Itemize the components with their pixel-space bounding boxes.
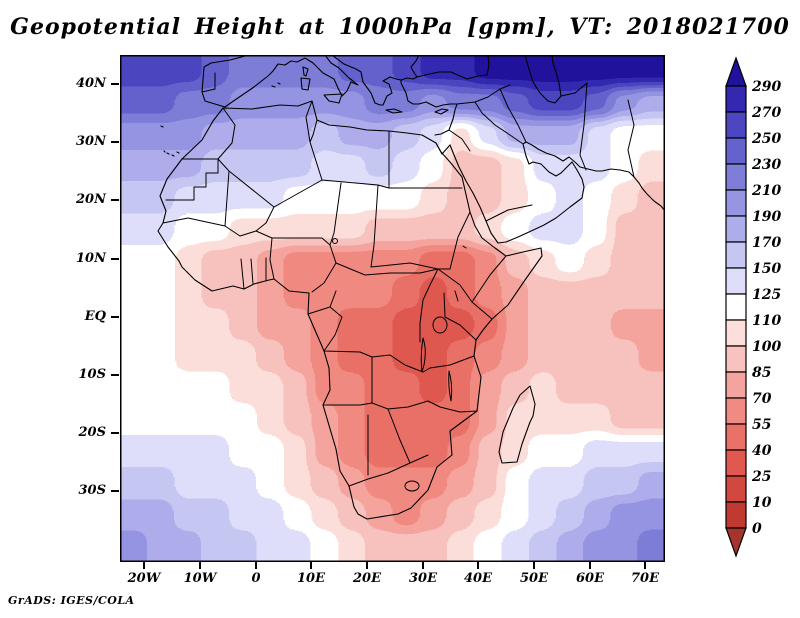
- lon-tick-label: 70E: [631, 571, 659, 586]
- lon-tick-label: 40E: [464, 571, 492, 586]
- lat-tick-label: 40N: [76, 76, 106, 91]
- colorbar-segment: [725, 501, 747, 529]
- lon-tick-label: 60E: [576, 571, 604, 586]
- lat-tick: [111, 83, 119, 85]
- lat-tick-label: 30N: [76, 134, 106, 149]
- mediterranean-islands: [300, 66, 449, 115]
- lon-tick: [366, 562, 368, 569]
- colorbar-segment: [725, 423, 747, 451]
- lat-tick-label: 10N: [76, 251, 106, 266]
- atlantic-islands: [160, 82, 281, 157]
- colorbar-label: 100: [752, 339, 781, 355]
- colorbar-label: 70: [752, 391, 772, 407]
- colorbar-segment: [725, 137, 747, 165]
- map-area: [120, 55, 665, 562]
- colorbar-segment: [725, 345, 747, 373]
- colorbar-label: 0: [752, 521, 762, 537]
- lon-tick: [589, 562, 591, 569]
- lat-tick-label: 30S: [78, 483, 106, 498]
- lat-tick: [111, 199, 119, 201]
- lat-tick: [111, 141, 119, 143]
- colorbar-segment: [725, 449, 747, 477]
- colorbar-label: 190: [752, 209, 781, 225]
- africa-country-borders: [162, 100, 507, 487]
- colorbar-label: 290: [751, 79, 781, 95]
- sinai-coastline: [435, 142, 451, 155]
- colorbar-bottom-arrow: [725, 527, 747, 558]
- lon-tick-label: 20W: [127, 571, 161, 586]
- africa-coastline: [157, 100, 543, 520]
- colorbar-segment: [725, 397, 747, 425]
- lat-tick-label: EQ: [84, 309, 106, 324]
- colorbar-label: 150: [752, 261, 781, 277]
- colorbar-label: 25: [751, 469, 771, 485]
- lat-tick-label: 10S: [78, 367, 106, 382]
- colorbar-segment: [725, 215, 747, 243]
- colorbar-segment: [725, 267, 747, 295]
- colorbar-label: 110: [752, 313, 781, 329]
- colorbar-label: 85: [752, 365, 771, 381]
- lon-tick: [255, 562, 257, 569]
- colorbar-top-arrow: [725, 56, 747, 87]
- african-lakes: [420, 245, 467, 402]
- colorbar-segment: [725, 293, 747, 321]
- colorbar-label: 40: [752, 443, 772, 459]
- lon-tick: [533, 562, 535, 569]
- lesotho-border: [404, 480, 420, 492]
- colorbar-segment: [725, 111, 747, 139]
- colorbar-label: 210: [751, 183, 781, 199]
- madagascar-coastline: [498, 385, 536, 464]
- europe-coastline: [201, 55, 359, 108]
- coastline-layer: [157, 55, 665, 520]
- lon-tick: [143, 562, 145, 569]
- lon-tick-label: 10E: [297, 571, 325, 586]
- colorbar-label: 230: [751, 157, 781, 173]
- colorbar-segment: [725, 163, 747, 191]
- lat-tick: [111, 374, 119, 376]
- contour-map-canvas: [120, 55, 665, 562]
- lon-tick: [644, 562, 646, 569]
- colorbar-label: 270: [751, 105, 781, 121]
- lat-tick: [111, 490, 119, 492]
- lon-tick: [310, 562, 312, 569]
- lon-tick-label: 0: [251, 571, 261, 586]
- lat-tick-label: 20S: [78, 425, 106, 440]
- caspian-sea-coastline: [524, 55, 562, 104]
- arabia-persia-india-coastline: [449, 141, 665, 244]
- colorbar-label: 170: [752, 235, 781, 251]
- lat-tick: [111, 432, 119, 434]
- colorbar-segment: [725, 241, 747, 269]
- lon-tick-label: 10W: [183, 571, 217, 586]
- lon-tick-label: 50E: [520, 571, 548, 586]
- colorbar-segment: [725, 475, 747, 503]
- colorbar-segment: [725, 189, 747, 217]
- map-frame: [120, 55, 665, 562]
- colorbar-label: 250: [751, 131, 781, 147]
- lon-tick: [422, 562, 424, 569]
- lon-tick-label: 30E: [409, 571, 437, 586]
- lat-tick: [111, 258, 119, 260]
- colorbar-label: 10: [752, 495, 772, 511]
- lake-victoria: [432, 316, 448, 334]
- colorbar-segment: [725, 371, 747, 399]
- plot-title: Geopotential Height at 1000hPa [gpm], VT…: [10, 14, 790, 40]
- country-border-layer: [162, 72, 635, 492]
- lake-chad: [332, 238, 338, 244]
- lon-tick-label: 20E: [353, 571, 381, 586]
- colorbar-label: 55: [752, 417, 771, 433]
- lon-tick: [477, 562, 479, 569]
- colorbar: 2902702502302101901701501251101008570554…: [725, 56, 781, 558]
- lat-tick-label: 20N: [76, 192, 106, 207]
- lon-tick: [199, 562, 201, 569]
- middleeast-country-borders: [201, 72, 635, 222]
- lat-tick: [111, 316, 119, 318]
- colorbar-label: 125: [752, 287, 781, 303]
- colorbar-segment: [725, 85, 747, 113]
- colorbar-segment: [725, 319, 747, 347]
- balkans-turkey-levant-coastline: [331, 55, 490, 136]
- grads-credit: GrADS: IGES/COLA: [8, 594, 135, 607]
